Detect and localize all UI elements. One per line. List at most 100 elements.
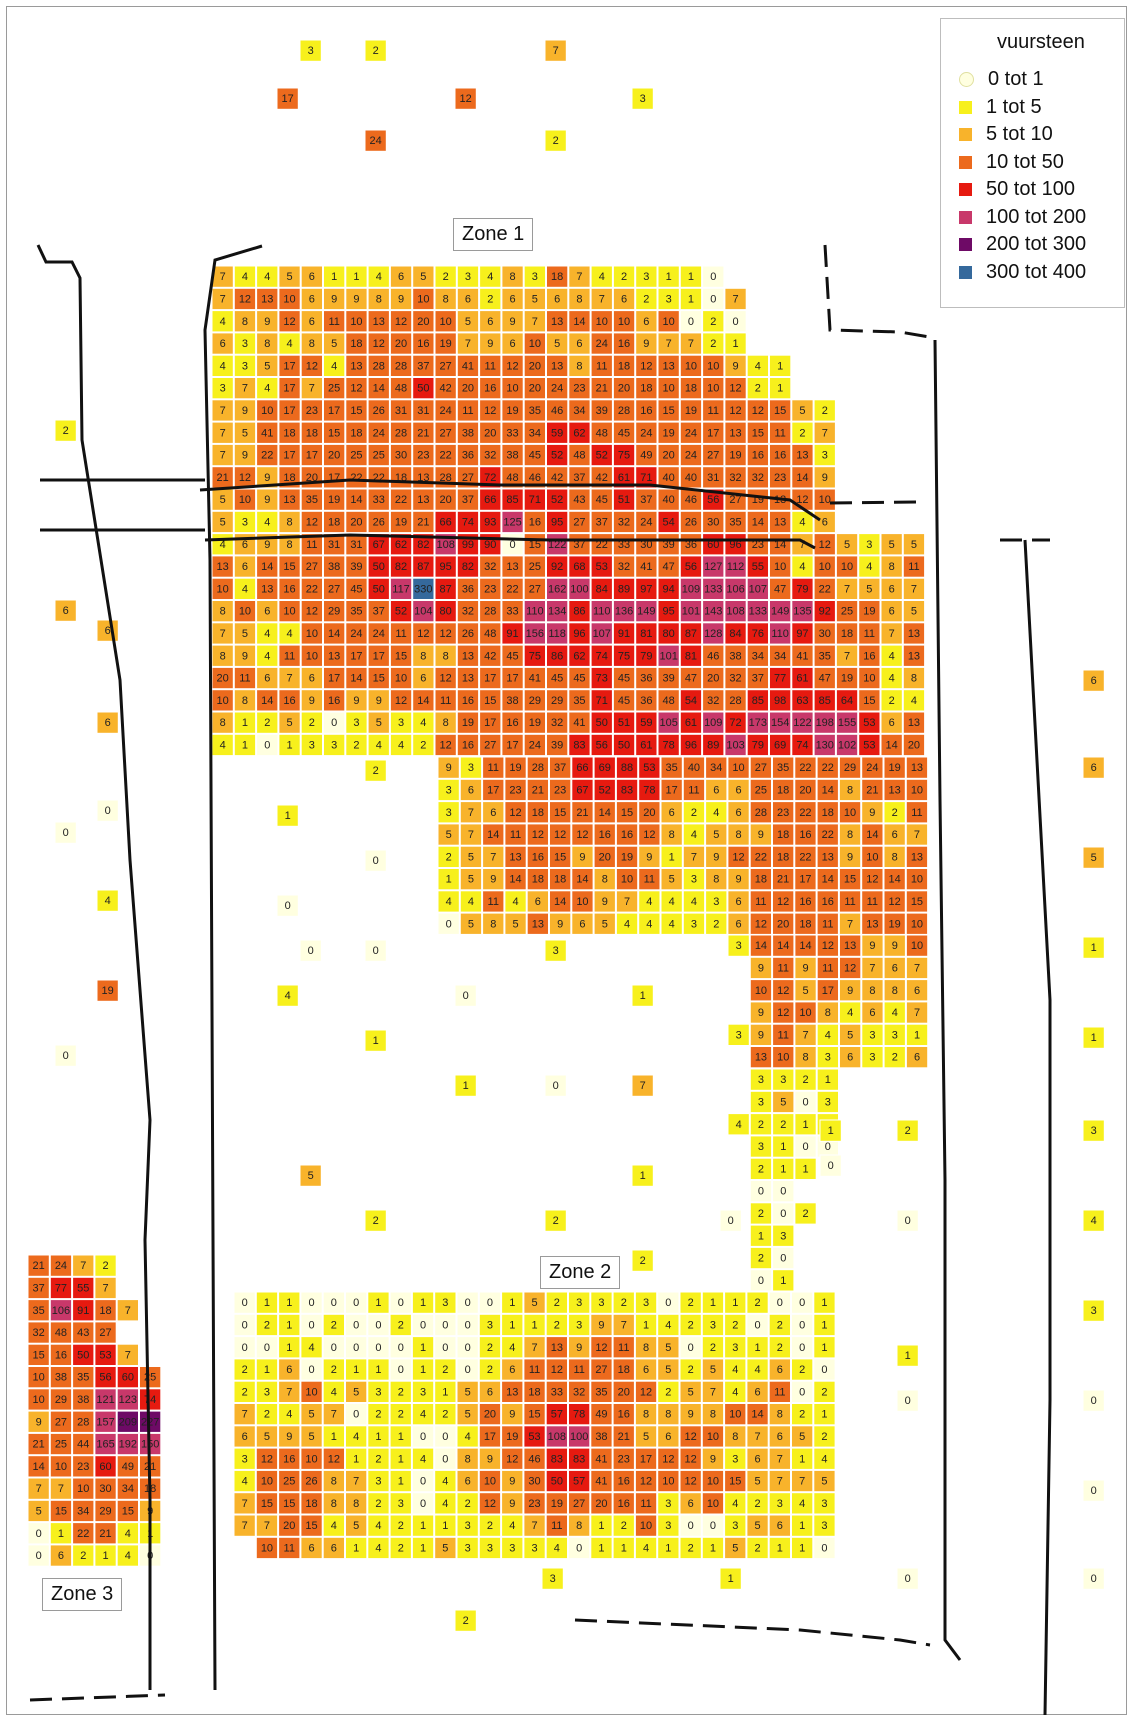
grid-cell-value: 9	[309, 695, 315, 707]
grid-cell-value: 42	[596, 472, 608, 484]
grid-cell-value: 1	[353, 1542, 359, 1554]
grid-cell-value: 3	[780, 1230, 786, 1242]
grid-cell-value: 18	[306, 427, 318, 439]
grid-cell-value: 5	[36, 1505, 42, 1517]
grid-cell	[345, 510, 368, 534]
grid-cell-value: 57	[573, 1476, 585, 1488]
grid-cell-value: 1	[799, 1520, 805, 1532]
grid-cell-value: 6	[1091, 762, 1097, 774]
grid-cell-value: 9	[509, 316, 515, 328]
grid-cell-value: 14	[822, 874, 834, 886]
grid-cell	[568, 443, 591, 467]
grid-cell	[724, 510, 747, 534]
grid-cell-value: 4	[375, 1520, 381, 1532]
grid-cell-value: 3	[264, 1386, 270, 1398]
grid-cell-value: 20	[484, 1409, 496, 1421]
grid-cell-value: 5	[710, 1364, 716, 1376]
grid-cell-value: 21	[99, 1528, 111, 1540]
grid-cell-value: 15	[663, 405, 675, 417]
grid-cell	[278, 443, 301, 467]
grid-cell-value: 40	[663, 494, 675, 506]
grid-cell-value: 48	[596, 427, 608, 439]
grid-cell-value: 39	[596, 405, 608, 417]
grid-cell-value: 35	[573, 695, 585, 707]
grid-cell-value: 1	[710, 1297, 716, 1309]
grid-cell	[345, 287, 368, 311]
grid-cell-value: 6	[754, 1386, 760, 1398]
grid-cell	[233, 310, 257, 333]
grid-cell-value: 18	[777, 851, 789, 863]
grid-cell-value: 5	[220, 494, 226, 506]
grid-cell-value: 7	[777, 1476, 783, 1488]
grid-cell	[724, 377, 747, 400]
grid-cell-value: 0	[353, 1297, 359, 1309]
grid-cell-value: 3	[758, 1074, 764, 1086]
grid-cell-value: 1	[509, 1319, 515, 1331]
grid-cell-value: 110	[593, 606, 611, 618]
grid-cell-value: 4	[889, 673, 895, 685]
grid-cell-value: 33	[506, 427, 518, 439]
grid-cell-value: 4	[509, 1342, 515, 1354]
grid-cell-value: 6	[220, 338, 226, 350]
grid-cell-value: 7	[490, 851, 496, 863]
grid-cell-value: 0	[905, 1395, 911, 1407]
grid-cell-value: 48	[395, 383, 407, 395]
grid-cell-value: 20	[799, 784, 811, 796]
grid-cell-value: 3	[446, 784, 452, 796]
grid-cell	[635, 399, 658, 422]
grid-cell-value: 9	[646, 851, 652, 863]
grid-cell-value: 7	[799, 1476, 805, 1488]
grid-cell-value: 9	[758, 1029, 764, 1041]
grid-cell-value: 2	[446, 851, 452, 863]
grid-cell-value: 82	[395, 561, 407, 573]
grid-cell-value: 1	[353, 1453, 359, 1465]
grid-cell-value: 7	[732, 293, 738, 305]
grid-cell	[479, 354, 502, 378]
grid-cell	[211, 377, 234, 400]
grid-cell-value: 4	[220, 539, 226, 551]
grid-cell-value: 22	[799, 807, 811, 819]
grid-cell-value: 8	[869, 985, 875, 997]
grid-cell-value: 13	[532, 918, 544, 930]
grid-cell	[479, 265, 502, 288]
grid-cell	[412, 399, 435, 422]
grid-cell-value: 35	[777, 762, 789, 774]
grid-cell	[456, 287, 480, 311]
grid-cell-value: 1	[780, 1275, 786, 1287]
grid-cell-value: 75	[618, 650, 630, 662]
grid-cell-value: 0	[728, 1215, 734, 1227]
grid-cell-value: 2	[373, 765, 379, 777]
grid-cell-value: 100	[570, 1431, 588, 1443]
grid-cell-value: 5	[286, 717, 292, 729]
grid-cell-value: 11	[510, 829, 521, 841]
grid-cell-value: 6	[468, 784, 474, 796]
grid-cell-value: 3	[550, 1573, 556, 1585]
grid-cell-value: 0	[777, 1297, 783, 1309]
grid-cell-value: 9	[643, 338, 649, 350]
grid-cell-value: 16	[799, 829, 811, 841]
grid-cell-value: 6	[735, 807, 741, 819]
grid-cell-value: 0	[36, 1550, 42, 1562]
grid-cell-value: 46	[529, 472, 541, 484]
grid-cell-value: 8	[220, 650, 226, 662]
grid-cell	[278, 510, 301, 534]
grid-cell-value: 6	[105, 717, 111, 729]
grid-cell-value: 28	[484, 606, 496, 618]
grid-cell-value: 7	[666, 338, 672, 350]
grid-cell-value: 20	[440, 494, 452, 506]
grid-cell-value: 330	[414, 583, 432, 595]
grid-cell-value: 25	[283, 1476, 295, 1488]
grid-cell-value: 3	[758, 1141, 764, 1153]
grid-cell-value: 12	[350, 383, 362, 395]
grid-cell-value: 9	[509, 1498, 515, 1510]
grid-cell-value: 10	[306, 628, 318, 640]
grid-cell-value: 5	[420, 271, 426, 283]
grid-cell-value: 4	[624, 918, 630, 930]
grid-cell-value: 38	[595, 1431, 607, 1443]
grid-cell-value: 38	[77, 1394, 89, 1406]
grid-cell-value: 3	[821, 1498, 827, 1510]
grid-cell-value: 9	[869, 940, 875, 952]
grid-cell	[367, 265, 390, 288]
grid-cell-value: 50	[77, 1349, 89, 1361]
grid-cell-value: 24	[373, 628, 385, 640]
